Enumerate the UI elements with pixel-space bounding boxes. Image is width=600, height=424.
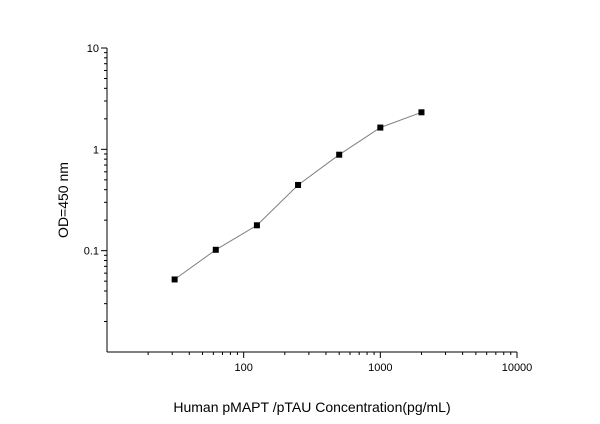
data-point	[212, 246, 219, 253]
y-tick-label: 10	[87, 43, 99, 55]
series-line	[174, 111, 422, 280]
y-tick-label: 1	[93, 144, 99, 156]
data-point	[253, 222, 260, 229]
data-point	[377, 124, 384, 131]
data-point	[418, 109, 425, 116]
x-tick-label: 1000	[368, 362, 392, 374]
y-tick-label: 0.1	[84, 246, 99, 258]
data-point	[336, 151, 343, 158]
ticks: 100 1000 10000 0.1 1 10	[84, 43, 533, 374]
data-point	[171, 276, 178, 283]
x-axis-label: Human pMAPT /pTAU Concentration(pg/mL)	[173, 399, 450, 415]
series-layer	[171, 109, 425, 283]
x-tick-label: 100	[234, 362, 252, 374]
axes	[106, 48, 517, 353]
data-point	[295, 181, 302, 188]
y-axis-label: OD=450 nm	[55, 162, 71, 238]
x-tick-label: 10000	[502, 362, 533, 374]
